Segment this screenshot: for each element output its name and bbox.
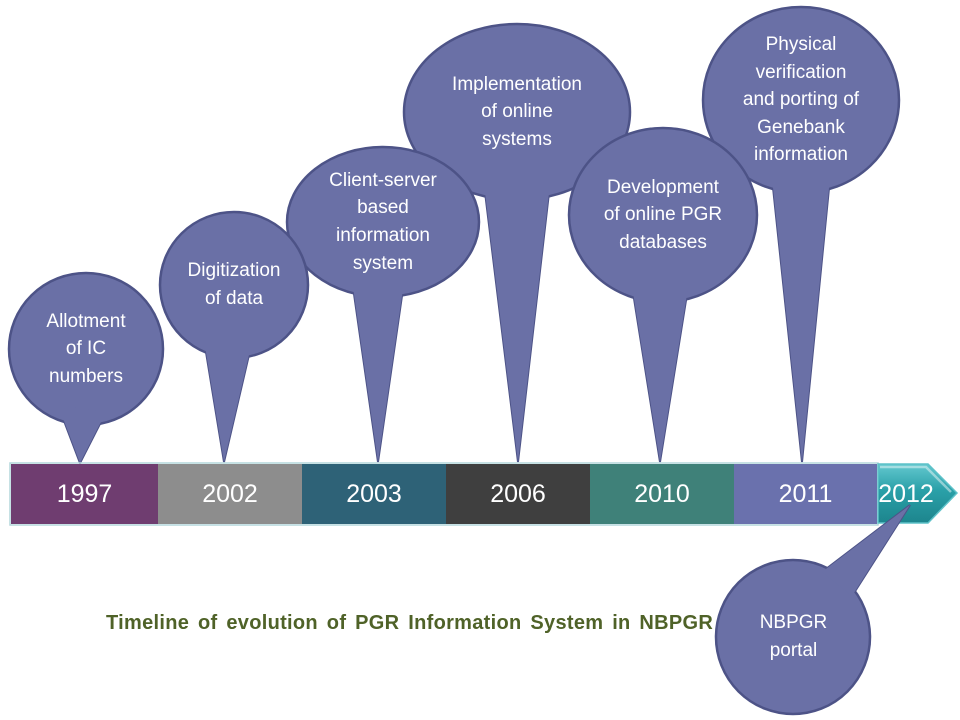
callout-bubble [567, 126, 759, 304]
callout-bubble [7, 271, 165, 427]
arrow-bevel-highlight [880, 465, 952, 493]
timeline-bar [9, 462, 959, 526]
callout-2012 [714, 504, 911, 716]
timeline-segment-rect [446, 464, 590, 524]
callout-bubble [714, 558, 872, 716]
callout-1997 [7, 271, 165, 466]
arrow-shape [877, 463, 959, 524]
callout-tail-merge [772, 178, 830, 462]
timeline-segment-rect [158, 464, 302, 524]
callout-bubble [285, 145, 481, 299]
timeline-segment-rect [11, 464, 158, 524]
callout-tail-merge [484, 184, 550, 462]
callout-2010 [567, 126, 759, 463]
callout-tail-merge [352, 280, 404, 462]
callout-2006 [402, 22, 632, 463]
timeline-segment-rect [590, 464, 734, 524]
timeline-segment-rect [302, 464, 446, 524]
slide-caption: Timeline of evolution of PGR Information… [106, 612, 714, 634]
callout-tail-merge [204, 340, 252, 462]
callout-2002 [158, 210, 310, 463]
callout-tail-merge [632, 286, 688, 462]
callout-2003 [285, 145, 481, 463]
callout-bubble [158, 210, 310, 360]
callout-tail-merge [822, 505, 910, 596]
callout-2011 [701, 5, 901, 463]
callout-tail-merge [58, 405, 106, 463]
timeline-segment-rect [734, 464, 877, 524]
timeline-arrow-2012 [877, 463, 959, 524]
